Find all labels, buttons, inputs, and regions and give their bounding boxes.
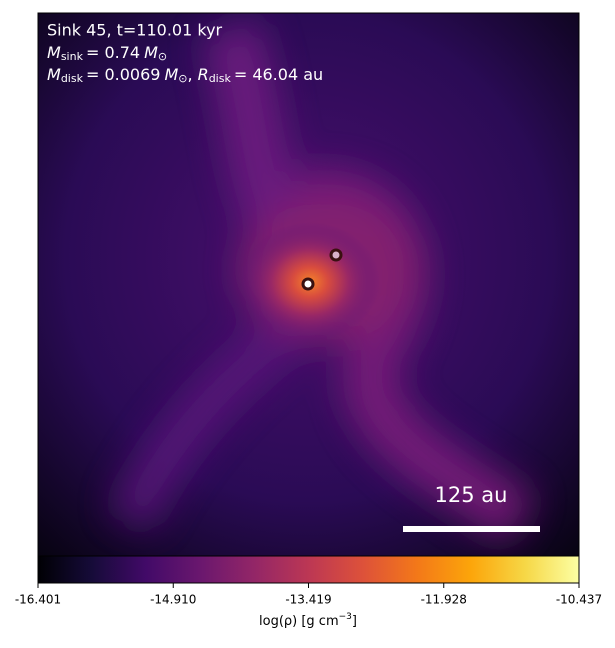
colorbar-label: log(ρ) [g cm−3] [259, 612, 357, 629]
text: = 0.0069 [86, 65, 160, 84]
text: M [164, 65, 178, 84]
text: = 46.04 au [234, 65, 323, 84]
text: disk [61, 72, 84, 85]
text: ⊙ [158, 50, 167, 63]
scale-bar [403, 526, 540, 532]
tick-label: -14.910 [150, 593, 196, 607]
text: M [47, 43, 61, 62]
text: ] [352, 614, 357, 629]
tick-label: -10.437 [556, 593, 602, 607]
text: , [187, 65, 192, 84]
text: log(ρ) [g cm [259, 614, 339, 629]
colorbar [37, 555, 580, 584]
text: = 0.74 [86, 43, 140, 62]
density-map [38, 13, 579, 556]
tick-label: -16.401 [15, 593, 61, 607]
annotation: Mdisk = 0.0069 M⊙, Rdisk = 46.04 au [47, 65, 323, 86]
text: R [198, 65, 209, 84]
text: sink [61, 50, 84, 63]
text: disk [209, 72, 232, 85]
text: ⊙ [178, 72, 187, 85]
text: M [47, 65, 61, 84]
text: M [144, 43, 158, 62]
sink-marker [301, 277, 315, 291]
annotation: Sink 45, t=110.01 kyr [47, 21, 223, 40]
annotation: Msink = 0.74 M⊙ [47, 43, 167, 64]
tick-label: -13.419 [285, 593, 331, 607]
tick-label: -11.928 [421, 593, 467, 607]
text: −3 [339, 612, 352, 622]
scale-bar-label: 125 au [435, 483, 508, 507]
sink-marker [329, 248, 343, 262]
